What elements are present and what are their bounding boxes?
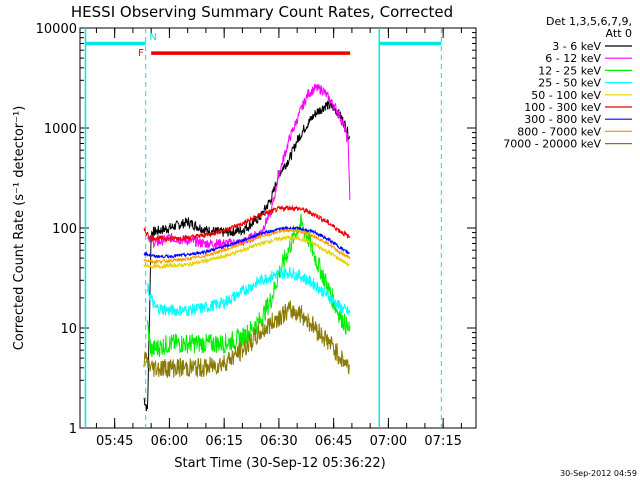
x-tick-label: 05:45 [96,434,133,449]
legend-label: 800 - 7000 keV [517,125,601,138]
legend-label: 3 - 6 keV [552,40,601,53]
legend-label: 25 - 50 keV [538,77,601,90]
x-tick-label: 07:00 [370,434,407,449]
legend-header: Att 0 [606,27,632,40]
series-line-25-50-kev [147,266,351,317]
footer-timestamp: 30-Sep-2012 04:59 [560,469,637,478]
series-line-800-7000-kev [143,227,351,265]
night-flag-label: N [149,32,156,43]
series-line-100-300-kev [143,204,351,243]
series-line-6-12-kev [147,83,351,249]
series-line-3-6-kev [143,100,351,412]
plot-area: 1 10 100 1000 10000 05:45 06:00 06:15 06:30 06:45… [36,22,477,449]
y-tick-label: 100 [52,222,77,237]
x-axis-label: Start Time (30-Sep-12 05:36:22) [174,456,385,471]
x-tick-label: 06:00 [151,434,188,449]
x-tick-label: 06:15 [205,434,242,449]
legend-label: 300 - 800 keV [524,113,601,126]
flare-flag-label: F [138,48,144,59]
legend-label: 6 - 12 keV [545,52,601,65]
legend-header: Det 1,3,5,6,7,9, [546,15,632,28]
plot-frame [79,27,477,429]
y-tick-label: 10000 [36,22,77,37]
series-line-50-100-kev [143,234,350,270]
series-line-300-800-kev [143,225,350,259]
legend-label: 50 - 100 keV [531,89,601,102]
chart-title: HESSI Observing Summary Count Rates, Cor… [71,3,453,21]
legend-label: 12 - 25 keV [538,64,601,77]
y-axis-label: Corrected Count Rate (s⁻¹ detector⁻¹) [12,106,27,351]
x-tick-label: 07:15 [424,434,461,449]
y-tick-label: 1 [69,422,77,437]
x-tick-label: 06:45 [315,434,352,449]
legend-label: 100 - 300 keV [524,101,601,114]
y-tick-label: 1000 [44,122,77,137]
legend-label: 7000 - 20000 keV [503,138,601,151]
x-tick-label: 06:30 [260,434,297,449]
series-line-7000-20000-kev [143,300,351,378]
y-tick-label: 10 [60,322,77,337]
